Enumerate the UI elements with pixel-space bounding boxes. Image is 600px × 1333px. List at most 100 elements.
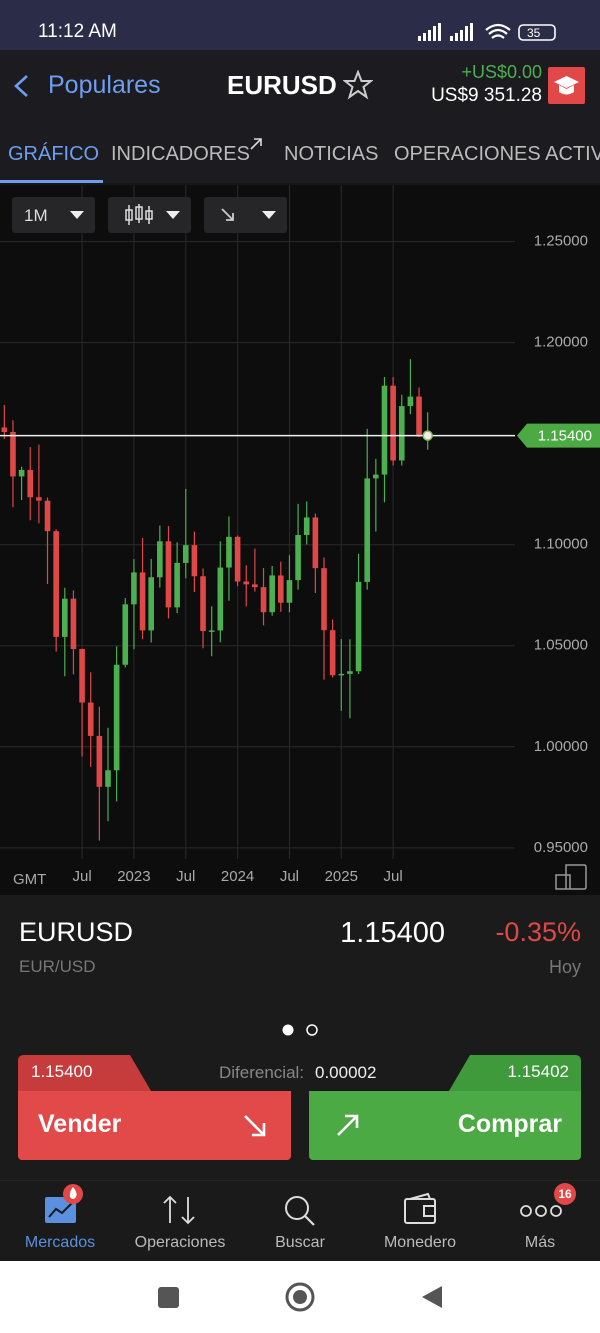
buy-tab — [449, 1055, 581, 1091]
arrow-icon — [221, 208, 234, 221]
quote-change: -0.35% — [495, 917, 581, 947]
buy-arrow — [337, 1114, 359, 1136]
quote-period: Hoy — [548, 957, 581, 977]
page-dots — [282, 1024, 318, 1036]
candle-body — [96, 735, 103, 787]
candle-body — [398, 406, 405, 461]
buy-label: Comprar — [457, 1110, 562, 1138]
candle-body — [1, 427, 8, 432]
y-tick-label: 1.10000 — [534, 536, 588, 553]
candle-body — [87, 702, 94, 736]
candle-body — [18, 469, 25, 477]
price-label-box — [517, 423, 600, 448]
spread-label: Diferencial: — [219, 1063, 305, 1082]
candle-body — [27, 469, 34, 498]
candle-body — [364, 478, 370, 582]
price-dot — [422, 430, 433, 441]
candle-icon — [125, 204, 153, 225]
symbol-title: EURUSD — [227, 70, 337, 100]
drawing-dropdown[interactable] — [204, 197, 287, 233]
candle-body — [234, 536, 241, 582]
nav-item[interactable]: Mercados — [24, 1234, 96, 1251]
candle-body — [165, 541, 172, 608]
pnl: +US$0.00 — [461, 62, 542, 82]
quote-panel: EURUSD EUR/USD 1.15400 -0.35% Hoy 1.1540… — [0, 895, 600, 1180]
sell-button[interactable]: Vender — [18, 1091, 291, 1160]
quote-symbol: EURUSD — [19, 917, 134, 947]
candle-body — [53, 531, 59, 637]
candle-body — [390, 385, 396, 461]
candle-body — [10, 431, 16, 477]
buy-button[interactable]: Comprar — [309, 1091, 581, 1160]
x-tick-label: Jul — [72, 868, 91, 885]
bottom-nav: 16 Mercados Operaciones Buscar Monedero … — [0, 1180, 600, 1261]
x-tick-label: Jul — [280, 868, 299, 885]
candle-body — [381, 385, 388, 475]
candle-body — [295, 535, 301, 581]
tab[interactable]: NOTICIAS — [284, 143, 379, 165]
sell-arrow — [244, 1115, 266, 1137]
candle-body — [355, 581, 362, 672]
tab-indicator — [0, 180, 103, 183]
buy-price: 1.15402 — [507, 1062, 569, 1081]
candle-body — [321, 568, 327, 631]
candle-body — [182, 545, 189, 563]
sell-price: 1.15400 — [31, 1062, 93, 1081]
x-tick-label: 2023 — [117, 868, 150, 885]
x-tick-label: Jul — [176, 868, 195, 885]
candle-body — [174, 562, 180, 608]
academy-button[interactable] — [548, 67, 585, 104]
candle-body — [139, 572, 146, 631]
chart: Jul 2023 Jul 2024 Jul 2025 Jul GMT 0.95000 1.0000… — [0, 185, 600, 895]
candle-body — [157, 541, 163, 578]
candle-body — [70, 598, 77, 649]
nav-item[interactable]: Monedero — [383, 1234, 457, 1251]
candle-body — [200, 576, 206, 632]
candle-body — [347, 671, 353, 674]
status-icons — [418, 23, 556, 41]
nav-item[interactable]: Más — [524, 1234, 556, 1251]
quote-pair: EUR/USD — [19, 957, 96, 976]
back-label[interactable]: Populares — [48, 71, 161, 99]
candle-body — [113, 664, 120, 771]
y-tick-label: 1.25000 — [534, 233, 588, 250]
status-bar: 11:12 AM 35 — [0, 0, 600, 50]
candle-body — [122, 604, 129, 665]
quote-price: 1.15400 — [340, 917, 445, 949]
tab[interactable]: GRÁFICO — [8, 143, 100, 165]
back-icon[interactable] — [12, 74, 32, 98]
sell-tab — [18, 1055, 151, 1091]
candle-body — [373, 474, 379, 479]
candle-body — [226, 536, 232, 568]
y-tick-label: 0.95000 — [534, 839, 588, 856]
balance: US$9 351.28 — [431, 85, 542, 106]
candle-body — [329, 630, 336, 676]
candle-body — [131, 572, 137, 605]
system-buttons[interactable] — [0, 1261, 600, 1333]
candle-body — [191, 545, 198, 577]
timeframe-dropdown[interactable]: 1M — [12, 197, 95, 233]
system-nav — [0, 1261, 600, 1333]
caret — [70, 211, 84, 219]
chart-type-dropdown[interactable] — [108, 197, 191, 233]
spread: 0.00002 — [315, 1063, 377, 1082]
caret — [166, 211, 180, 219]
y-tick-label: 1.00000 — [534, 738, 588, 755]
clock: 11:12 AM — [38, 21, 117, 42]
nav-item[interactable]: Operaciones — [134, 1234, 226, 1251]
nav-icons — [45, 1183, 576, 1226]
candle-body — [79, 648, 85, 703]
candle-body — [243, 581, 250, 585]
sell-label: Vender — [38, 1110, 122, 1138]
candle-body — [338, 673, 345, 676]
candle-body — [269, 575, 275, 613]
candle-body — [36, 497, 42, 501]
candle-body — [416, 396, 422, 437]
nav-item[interactable]: Buscar — [275, 1234, 325, 1251]
favorite-star[interactable] — [343, 70, 373, 100]
candle-body — [303, 517, 310, 536]
candle-body — [278, 575, 284, 603]
tab[interactable]: INDICADORES — [111, 143, 250, 165]
external-icon — [250, 138, 262, 150]
tab[interactable]: OPERACIONES ACTIVAS — [394, 143, 600, 165]
